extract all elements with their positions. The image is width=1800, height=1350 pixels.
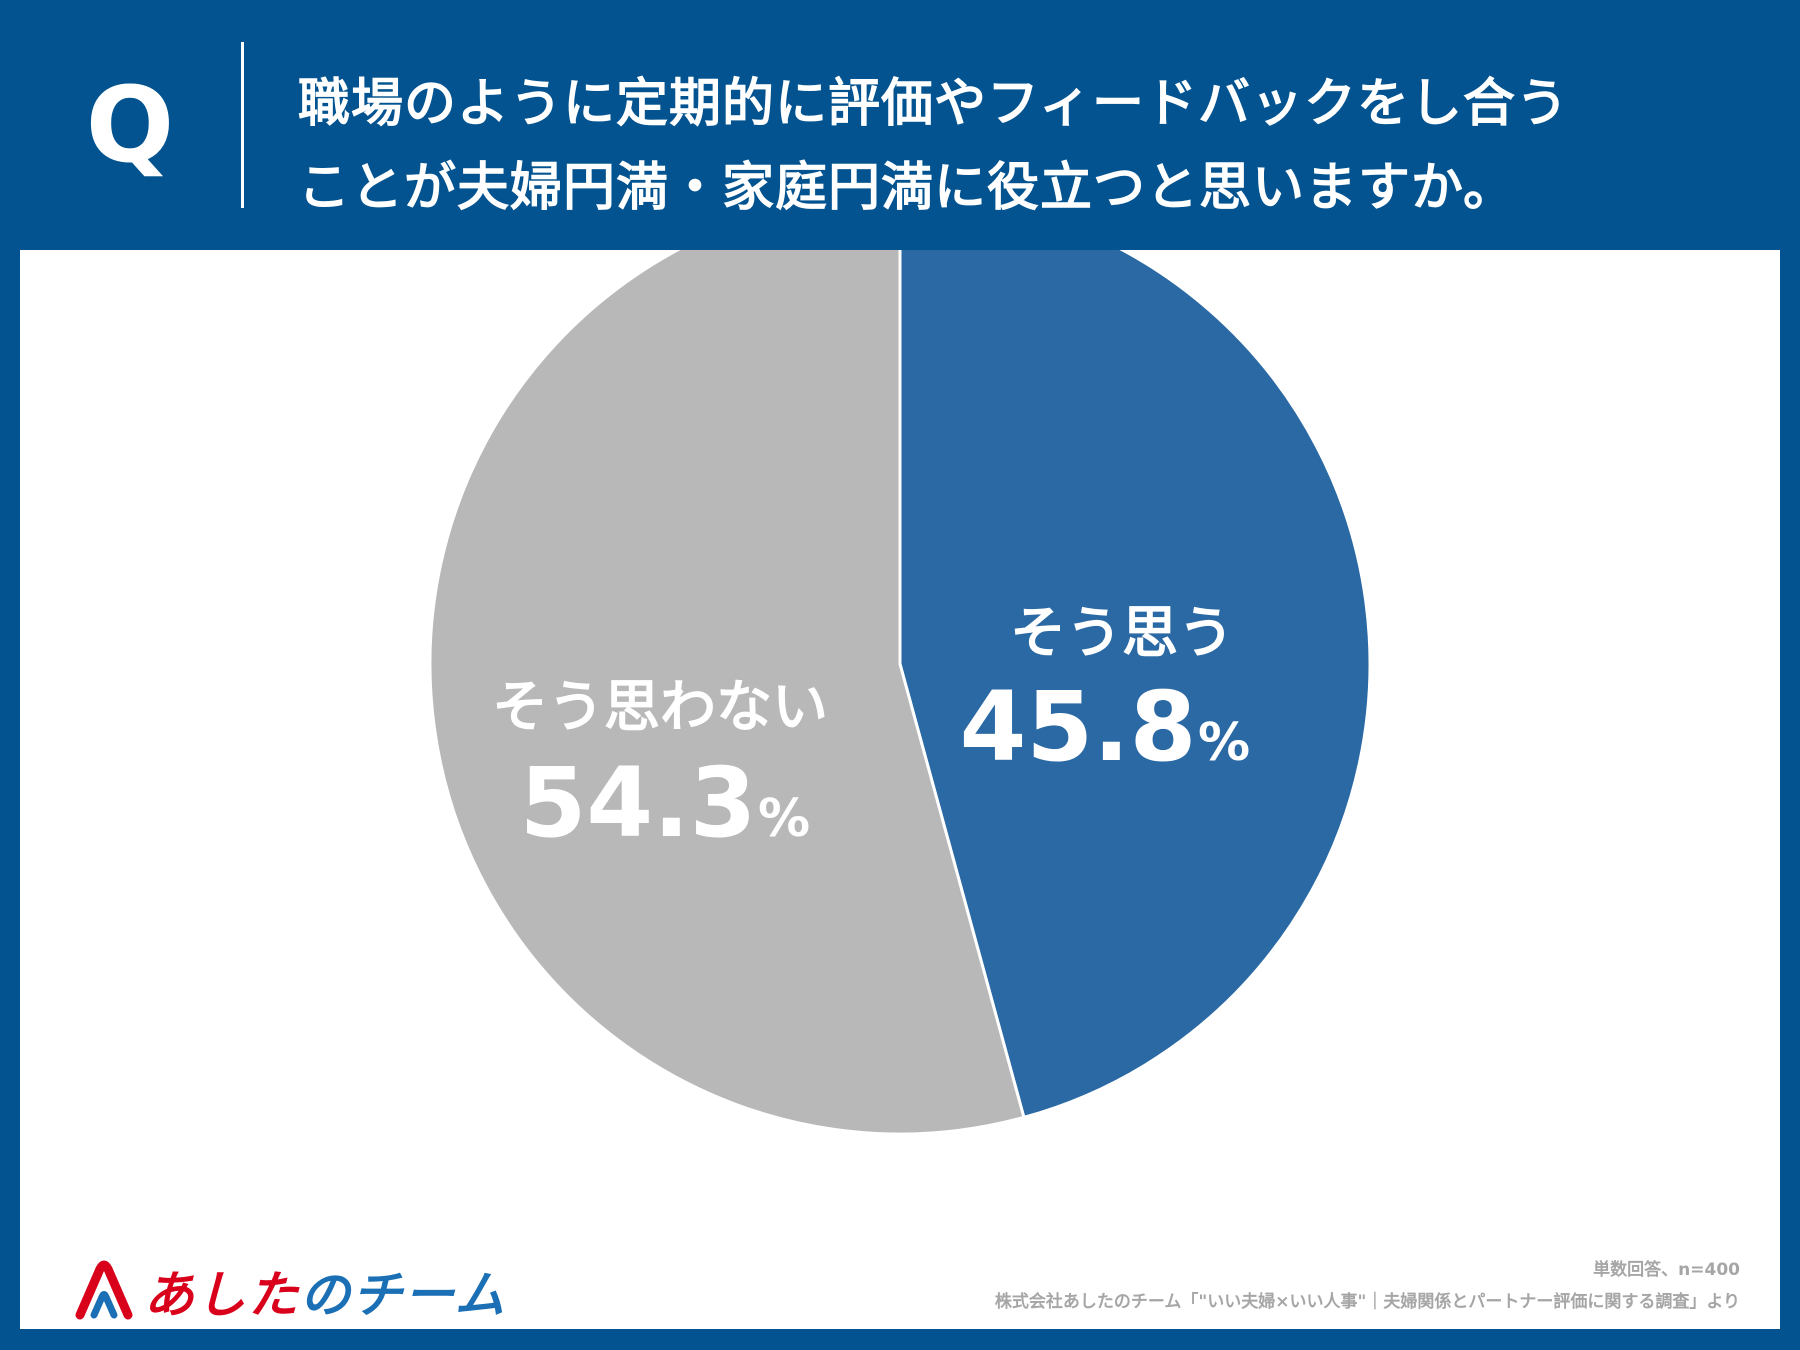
logo-text-part3: チーム — [352, 1266, 507, 1324]
slice-unit-yes: % — [1198, 713, 1250, 773]
question-header: Q 職場のように定期的に評価やフィードバックをし合う ことが夫婦円満・家庭円満に… — [0, 0, 1800, 250]
company-logo: あしたのチーム — [72, 1256, 507, 1326]
slice-label-no: そう思わない — [492, 675, 828, 740]
question-text: 職場のように定期的に評価やフィードバックをし合う ことが夫婦円満・家庭円満に役立… — [298, 62, 1758, 230]
sample-note: 単数回答、n=400 — [1593, 1260, 1740, 1280]
pie-slice-yes — [898, 250, 1372, 1120]
question-line-1: 職場のように定期的に評価やフィードバックをし合う — [298, 74, 1569, 134]
footer-notes: 単数回答、n=400 株式会社あしたのチーム「"いい夫婦×いい人事"｜夫婦関係と… — [995, 1254, 1740, 1318]
header-divider — [241, 42, 244, 208]
chart-panel: そう思う 45.8% そう思わない 54.3% あしたのチーム 単数回答、n=400 … — [20, 250, 1780, 1329]
logo-text-part2: の — [300, 1266, 352, 1324]
pie-slice-no — [428, 250, 1026, 1136]
logo-text: あしたのチーム — [144, 1255, 507, 1327]
slice-value-no: 54.3 — [520, 747, 757, 859]
logo-text-part1: あした — [144, 1266, 300, 1324]
logo-mark-icon — [75, 1260, 133, 1320]
source-note: 株式会社あしたのチーム「"いい夫婦×いい人事"｜夫婦関係とパートナー評価に関する… — [994, 1292, 1740, 1312]
question-line-2: ことが夫婦円満・家庭円満に役立つと思いますか。 — [298, 158, 1516, 218]
q-label: Q — [85, 64, 175, 186]
slice-label-yes: そう思う — [1010, 601, 1234, 666]
slice-value-yes: 45.8 — [960, 671, 1197, 783]
slice-unit-no: % — [758, 789, 810, 849]
